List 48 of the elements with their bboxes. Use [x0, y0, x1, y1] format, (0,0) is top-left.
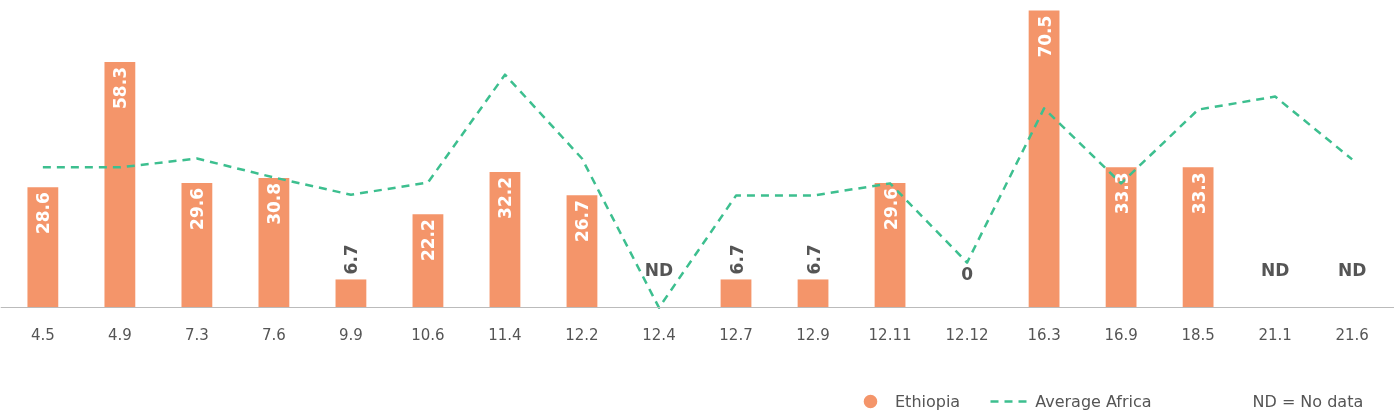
data-label: 32.2 [495, 176, 516, 219]
legend-label: Ethiopia [895, 391, 961, 411]
data-label: 30.8 [264, 182, 285, 225]
x-tick-label: 12.11 [868, 325, 912, 344]
data-label: 6.7 [803, 244, 824, 275]
data-label: 22.2 [418, 219, 439, 262]
x-tick-label: 10.6 [411, 325, 445, 344]
bar [797, 279, 829, 308]
x-tick-label: 12.2 [565, 325, 599, 344]
x-tick-label: 21.6 [1335, 325, 1369, 344]
x-tick-label: 12.4 [642, 325, 676, 344]
bar [27, 187, 59, 308]
data-label: 33.3 [1188, 172, 1209, 215]
x-tick-label: 7.6 [261, 325, 286, 344]
data-label: 28.6 [33, 192, 54, 235]
x-tick-label: 11.4 [488, 325, 522, 344]
bar [1028, 10, 1060, 308]
x-tick-label: 12.7 [719, 325, 753, 344]
text: ND [1260, 259, 1290, 280]
data-label: 33.3 [1111, 172, 1132, 215]
x-tick-label: 21.1 [1258, 325, 1292, 344]
bar [720, 279, 752, 308]
x-tick-label: 4.5 [30, 325, 55, 344]
data-label: 29.6 [880, 187, 901, 230]
x-tick-label: 4.9 [107, 325, 132, 344]
data-label: 29.6 [187, 187, 208, 230]
bar [1182, 167, 1214, 308]
bar [489, 172, 521, 308]
x-tick-label: 16.3 [1027, 325, 1061, 344]
text: ND [1337, 259, 1367, 280]
x-tick-label: 18.5 [1181, 325, 1215, 344]
text: ND = No data [1252, 391, 1364, 411]
x-tick-label: 12.9 [796, 325, 830, 344]
legend-label: Average Africa [1035, 391, 1152, 411]
x-tick-label: 7.3 [184, 325, 209, 344]
data-label: 58.3 [110, 67, 131, 109]
x-tick-label: 12.12 [945, 325, 989, 344]
bar [104, 62, 136, 308]
data-label: 6.7 [726, 244, 747, 275]
bar [335, 279, 367, 308]
text: ND [644, 259, 674, 280]
x-tick-label: 16.9 [1104, 325, 1138, 344]
data-label: 0 [961, 263, 974, 284]
x-tick-label: 9.9 [339, 325, 363, 344]
data-label: 6.7 [341, 244, 362, 275]
data-label: 70.5 [1034, 15, 1055, 58]
data-label: 26.7 [572, 200, 593, 243]
bar [181, 182, 213, 308]
